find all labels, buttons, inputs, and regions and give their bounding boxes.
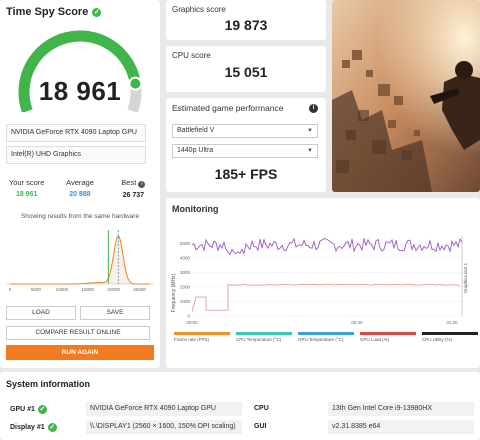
igpu-name-box: Intel(R) UHD Graphics	[6, 146, 146, 164]
legend-swatch	[174, 332, 230, 335]
best-stat: Best i 26 737	[121, 178, 146, 199]
gpu-name-box: NVIDIA GeForce RTX 4090 Laptop GPU	[6, 124, 146, 142]
system-information-panel: System information GPU #1 ✓ NVIDIA GeForc…	[0, 372, 480, 440]
check-icon: ✓	[47, 423, 57, 432]
monitoring-title: Monitoring	[172, 204, 219, 214]
time-spy-panel: Time Spy Score ✓ 18 961 NVIDIA GeForce R…	[0, 0, 160, 368]
time-spy-score: 18 961	[38, 76, 122, 106]
legend-swatch	[298, 332, 354, 335]
distribution-tick-label: 15000	[82, 287, 95, 292]
chevron-down-icon: ▼	[307, 128, 313, 134]
legend-swatch	[422, 332, 478, 335]
y-tick-label: 5000	[180, 241, 191, 246]
your-score-stat: Your score 18 961	[8, 178, 45, 198]
monitoring-chart: Frequency (MHz) 5000 4000 3000 2000 1000 0 00…	[171, 236, 468, 325]
cpu-clock-line	[191, 237, 463, 256]
legend-item: GPU Temperature (°C)	[298, 332, 354, 342]
monitoring-panel: Monitoring Frequency (MHz) 5000 4000 3000 2…	[166, 198, 480, 368]
y-tick-label: 2000	[180, 284, 191, 289]
run-again-button[interactable]: RUN AGAIN	[6, 345, 154, 360]
graphics-score-card: Graphics score 19 873	[166, 0, 326, 40]
sysinfo-title: System information	[6, 379, 91, 389]
distribution-tick-label: 25000	[133, 287, 146, 292]
gpu-label: GPU #1 ✓	[10, 405, 47, 414]
graphics-score-value: 19 873	[224, 17, 268, 33]
gui-label: GUI	[254, 423, 267, 430]
preset-select[interactable]: 1440p Ultra ▼	[172, 144, 318, 158]
graphics-test-label: Graphics test 1	[463, 262, 468, 293]
legend-label: CPU Utility (%)	[422, 337, 452, 342]
score-distribution-chart: 0 5000 10000 15000 20000 25000	[6, 230, 154, 292]
game-performance-card: Estimated game performance i Battlefield…	[166, 98, 326, 192]
legend-item: CPU Temperature (°C)	[236, 332, 292, 342]
gauge-knob	[128, 76, 143, 91]
cpu-value: 13th Gen Intel Core i9-13980HX	[328, 402, 474, 416]
y-tick-label: 1000	[180, 299, 191, 304]
save-button[interactable]: SAVE	[80, 306, 150, 320]
estimated-fps: 185+ FPS	[214, 166, 278, 182]
legend-item: Frame rate (FPS)	[174, 332, 230, 342]
distribution-tick-label: 10000	[56, 287, 69, 292]
display-label: Display #1 ✓	[10, 423, 57, 432]
monitoring-x-ticks: 00:00 00:40 01:20	[186, 320, 458, 325]
distribution-curve	[10, 235, 150, 285]
game-select[interactable]: Battlefield V ▼	[172, 124, 318, 138]
chevron-down-icon: ▼	[307, 148, 313, 154]
legend-label: Frame rate (FPS)	[174, 337, 210, 342]
load-button[interactable]: LOAD	[6, 306, 76, 320]
gpu-value: NVIDIA GeForce RTX 4090 Laptop GPU	[86, 402, 242, 416]
graphics-score-label: Graphics score	[172, 5, 226, 14]
cpu-label: CPU	[254, 405, 269, 412]
gui-value: v2.31.8385 e64	[328, 420, 474, 434]
legend-item: CPU Utility (%)	[422, 332, 478, 342]
distribution-area	[10, 235, 150, 284]
score-gauge	[18, 30, 143, 112]
legend-label: GPU Temperature (°C)	[298, 337, 344, 342]
same-hardware-note: Showing results from the same hardware	[20, 213, 140, 220]
monitoring-y-label: Frequency (MHz)	[171, 273, 177, 312]
legend-label: GPU Load (%)	[360, 337, 390, 342]
y-tick-label: 4000	[180, 255, 191, 260]
x-tick-label: 00:40	[351, 320, 363, 325]
average-stat: Average 20 888	[66, 178, 94, 198]
legend-label: CPU Temperature (°C)	[236, 337, 282, 342]
check-icon: ✓	[37, 405, 47, 414]
distribution-tick-label: 5000	[31, 287, 42, 292]
cpu-score-label: CPU score	[172, 51, 211, 60]
info-icon[interactable]: i	[309, 104, 318, 113]
y-tick-label: 3000	[180, 270, 191, 275]
monitoring-grid	[192, 243, 462, 317]
distribution-tick-label: 0	[9, 287, 12, 292]
y-tick-label: 0	[187, 314, 190, 319]
display-value: \\.\DISPLAY1 (2560 × 1600, 150% DPI scal…	[86, 420, 242, 434]
legend-swatch	[236, 332, 292, 335]
x-tick-label: 01:20	[446, 320, 458, 325]
artwork-image	[332, 0, 480, 192]
distribution-tick-label: 20000	[107, 287, 120, 292]
gpu-clock-line	[191, 283, 461, 312]
cpu-score-value: 15 051	[224, 64, 268, 80]
x-tick-label: 00:00	[186, 320, 198, 325]
compare-online-button[interactable]: COMPARE RESULT ONLINE	[6, 326, 150, 340]
check-icon: ✓	[92, 7, 102, 17]
game-performance-label: Estimated game performance	[172, 103, 284, 113]
legend-item: GPU Load (%)	[360, 332, 416, 342]
cpu-score-card: CPU score 15 051	[166, 46, 326, 92]
monitoring-y-ticks: 5000 4000 3000 2000 1000 0	[180, 241, 191, 319]
legend-swatch	[360, 332, 416, 335]
info-icon: i	[138, 181, 146, 188]
distribution-ticks: 0 5000 10000 15000 20000 25000	[9, 287, 147, 292]
time-spy-title: Time Spy Score ✓	[6, 6, 102, 18]
score-stats: Your score 18 961 Average 20 888 Best i …	[0, 178, 160, 199]
gauge-fill	[18, 30, 141, 112]
game-artwork	[332, 0, 480, 192]
